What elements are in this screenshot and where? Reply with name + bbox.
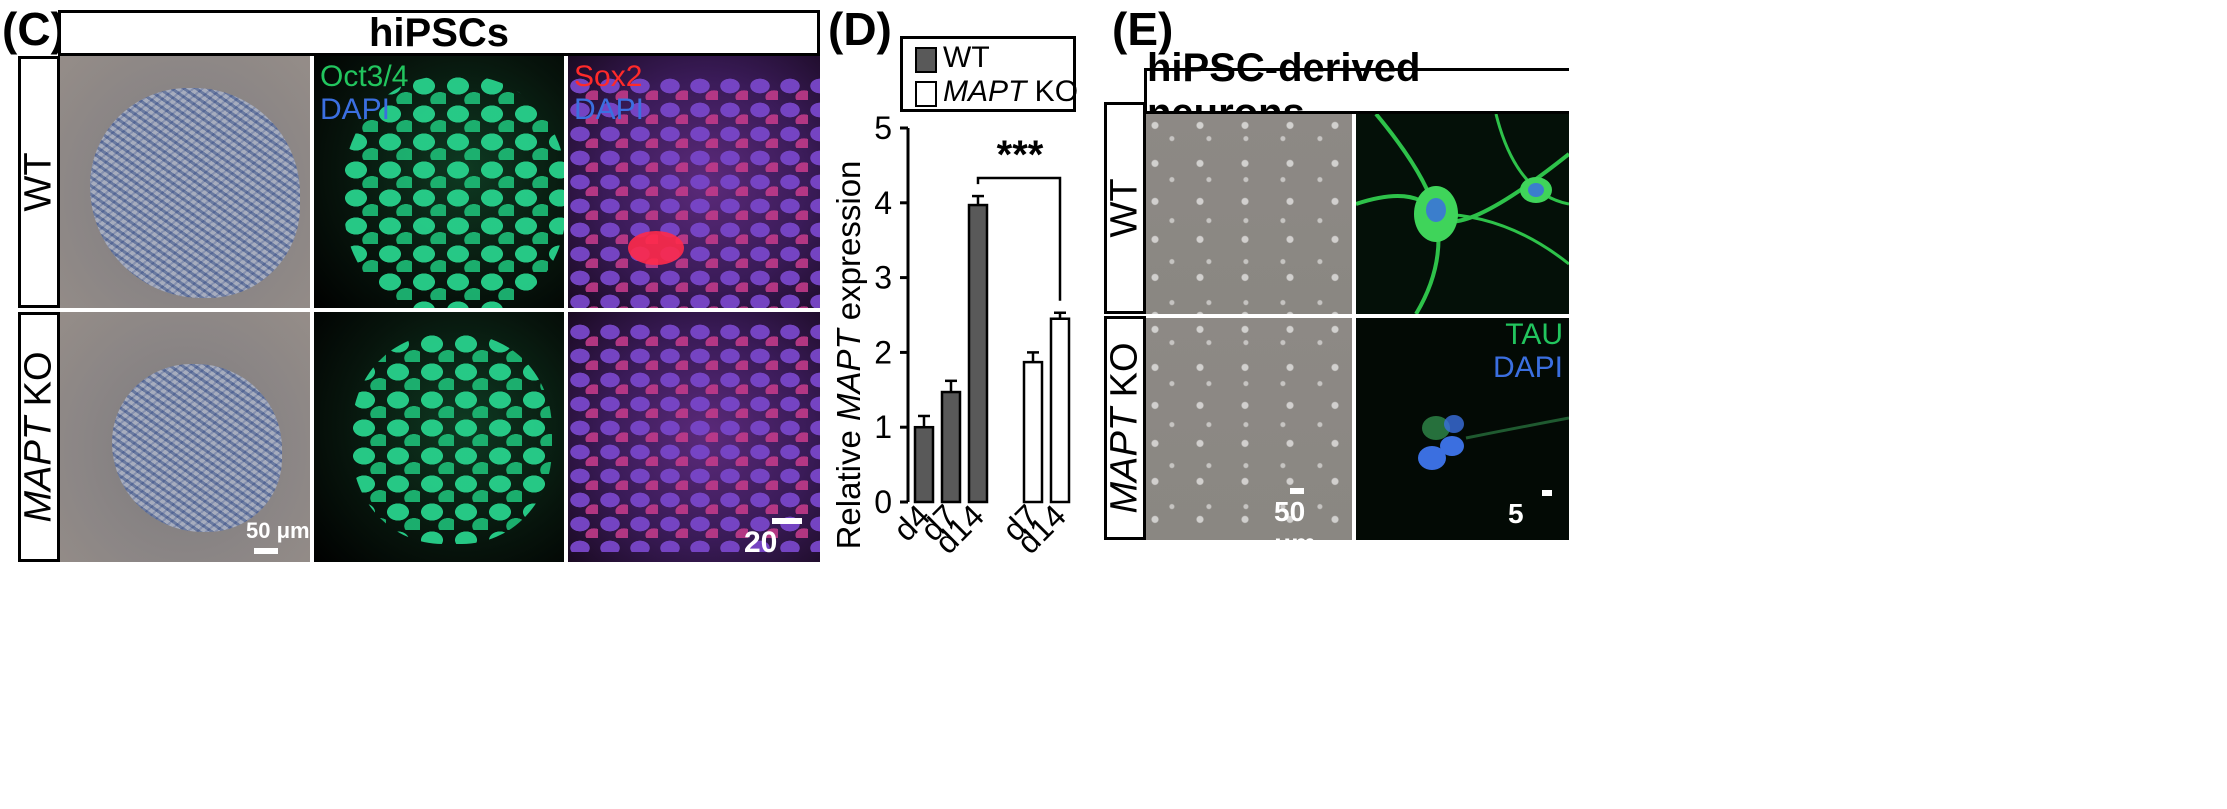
scale-text-e-fluor: 5 μm xyxy=(1508,498,1550,540)
e-row-label-ko-gene: MAPT xyxy=(1104,407,1146,514)
panel-d-letter: (D) xyxy=(828,3,892,55)
ko-neurite xyxy=(1465,416,1569,440)
panel-e-header-text: hiPSC-derived neurons xyxy=(1147,46,1421,135)
wt-tau-image xyxy=(1356,114,1569,314)
ko-sox2-image: 20 μm xyxy=(568,312,820,562)
panel-c-header: hiPSCs xyxy=(58,10,820,56)
bar-wt-d4 xyxy=(913,425,935,504)
ko-phase-contrast-image: 50 μm xyxy=(60,312,310,562)
neurite-4 xyxy=(1494,114,1569,206)
ko-colony xyxy=(112,364,282,532)
scale-bar-c-phase xyxy=(254,548,278,554)
soma-1-nucleus xyxy=(1426,198,1446,222)
ko-cell-1 xyxy=(1422,416,1450,440)
ko-sox2-nuclei xyxy=(568,322,820,552)
panel-c-row-label-ko: MAPT KO xyxy=(18,312,60,562)
dapi-text-c2: DAPI xyxy=(574,93,645,126)
oct34-label: Oct3/4 DAPI xyxy=(320,60,408,126)
row-label-ko-gene: MAPT xyxy=(18,416,60,523)
y-tick-label-1: 1 xyxy=(874,409,892,445)
panel-c-row-label-wt: WT xyxy=(18,56,60,308)
tau-label: TAU DAPI xyxy=(1493,318,1563,384)
bar-mapt-ko-d7 xyxy=(1022,360,1044,504)
row-label-ko-suffix: KO xyxy=(18,351,60,417)
sox2-label: Sox2 DAPI xyxy=(574,60,644,126)
y-axis-label: Relative MAPT expression xyxy=(830,161,867,550)
legend-ko-text: MAPT KO xyxy=(943,75,1078,109)
bar-wt-d14 xyxy=(967,203,989,504)
soma-2-nucleus xyxy=(1528,183,1544,197)
y-tick-label-2: 2 xyxy=(874,334,892,370)
mapt-bar-chart: Relative MAPT expression 0 1 2 3 4 5 *** d4d7… xyxy=(830,110,1073,561)
wt-sox2-nuclei xyxy=(568,76,820,308)
bars xyxy=(913,194,1071,504)
e-row-label-ko-suffix: KO xyxy=(1104,342,1146,408)
dapi-text-c1: DAPI xyxy=(320,93,391,126)
ko-tau-image: TAU DAPI 5 μm xyxy=(1356,318,1569,540)
y-tick-label-0: 0 xyxy=(874,484,892,520)
chart-legend: WT MAPT KO xyxy=(900,36,1078,112)
significance-stars: *** xyxy=(997,133,1044,177)
sox2-bright-cell xyxy=(628,231,684,265)
wt-tau-neurites xyxy=(1356,114,1569,314)
y-tick-label-3: 3 xyxy=(874,260,892,296)
ko-cell-4 xyxy=(1444,415,1464,433)
row-label-ko-text: MAPT KO xyxy=(18,351,60,523)
ylabel-post: expression xyxy=(830,161,867,330)
wt-colony xyxy=(90,88,300,298)
scale-bar-c-fluor xyxy=(772,518,802,524)
bracket-line xyxy=(976,176,1062,301)
ko-oct34-nuclei xyxy=(352,334,552,544)
scale-text-e-phase: 50 μm xyxy=(1274,496,1316,540)
panel-e-row-label-ko: MAPT KO xyxy=(1104,316,1146,540)
bar-wt-d7 xyxy=(940,390,962,504)
panel-e-row-label-wt: WT xyxy=(1104,102,1146,314)
wt-neuron-phase-image xyxy=(1146,114,1352,314)
significance-bracket xyxy=(976,176,1062,301)
scale-bar-e-phase xyxy=(1290,488,1304,494)
ko-tau-cells xyxy=(1418,415,1569,470)
y-tick-label-4: 4 xyxy=(874,185,892,221)
dapi-text-e: DAPI xyxy=(1492,351,1563,384)
tau-text: TAU xyxy=(1505,318,1563,351)
wt-phase-contrast-image xyxy=(60,56,310,308)
ko-oct34-image xyxy=(314,312,564,562)
panel-c-letter: (C) xyxy=(2,3,66,55)
bar-mapt-ko-d14 xyxy=(1049,317,1071,504)
panel-e-header: hiPSC-derived neurons xyxy=(1144,46,1569,135)
sox2-text: Sox2 xyxy=(574,60,643,93)
ko-cell-3 xyxy=(1418,446,1446,470)
legend-wt-swatch xyxy=(915,47,937,73)
y-ticks: 0 1 2 3 4 5 xyxy=(874,110,908,520)
legend-ko-swatch xyxy=(915,81,937,107)
legend-wt-text: WT xyxy=(943,41,990,74)
panel-e-letter: (E) xyxy=(1112,3,1174,55)
panel-c-header-text: hiPSCs xyxy=(368,10,510,55)
scale-text-c-phase: 50 μm xyxy=(246,518,310,543)
scale-text-c-fluor: 20 μm xyxy=(744,526,789,562)
legend-ko-suffix: KO xyxy=(1026,75,1079,108)
ylabel-pre: Relative xyxy=(830,421,867,549)
wt-sox2-image: Sox2 DAPI xyxy=(568,56,820,308)
ko-neuron-phase-image: 50 μm xyxy=(1146,318,1352,540)
ko-cell-2 xyxy=(1440,436,1464,456)
y-tick-label-5: 5 xyxy=(874,110,892,146)
ylabel-gene: MAPT xyxy=(830,327,867,422)
wt-oct34-image: Oct3/4 DAPI xyxy=(314,56,564,308)
wt-oct34-nuclei xyxy=(344,76,564,308)
row-label-wt-text: WT xyxy=(18,152,60,212)
legend-ko-gene: MAPT xyxy=(943,75,1027,108)
oct34-text: Oct3/4 xyxy=(320,60,409,93)
scale-bar-e-fluor xyxy=(1542,490,1552,496)
e-row-label-wt-text: WT xyxy=(1104,178,1146,238)
e-row-label-ko-text: MAPT KO xyxy=(1104,342,1146,514)
